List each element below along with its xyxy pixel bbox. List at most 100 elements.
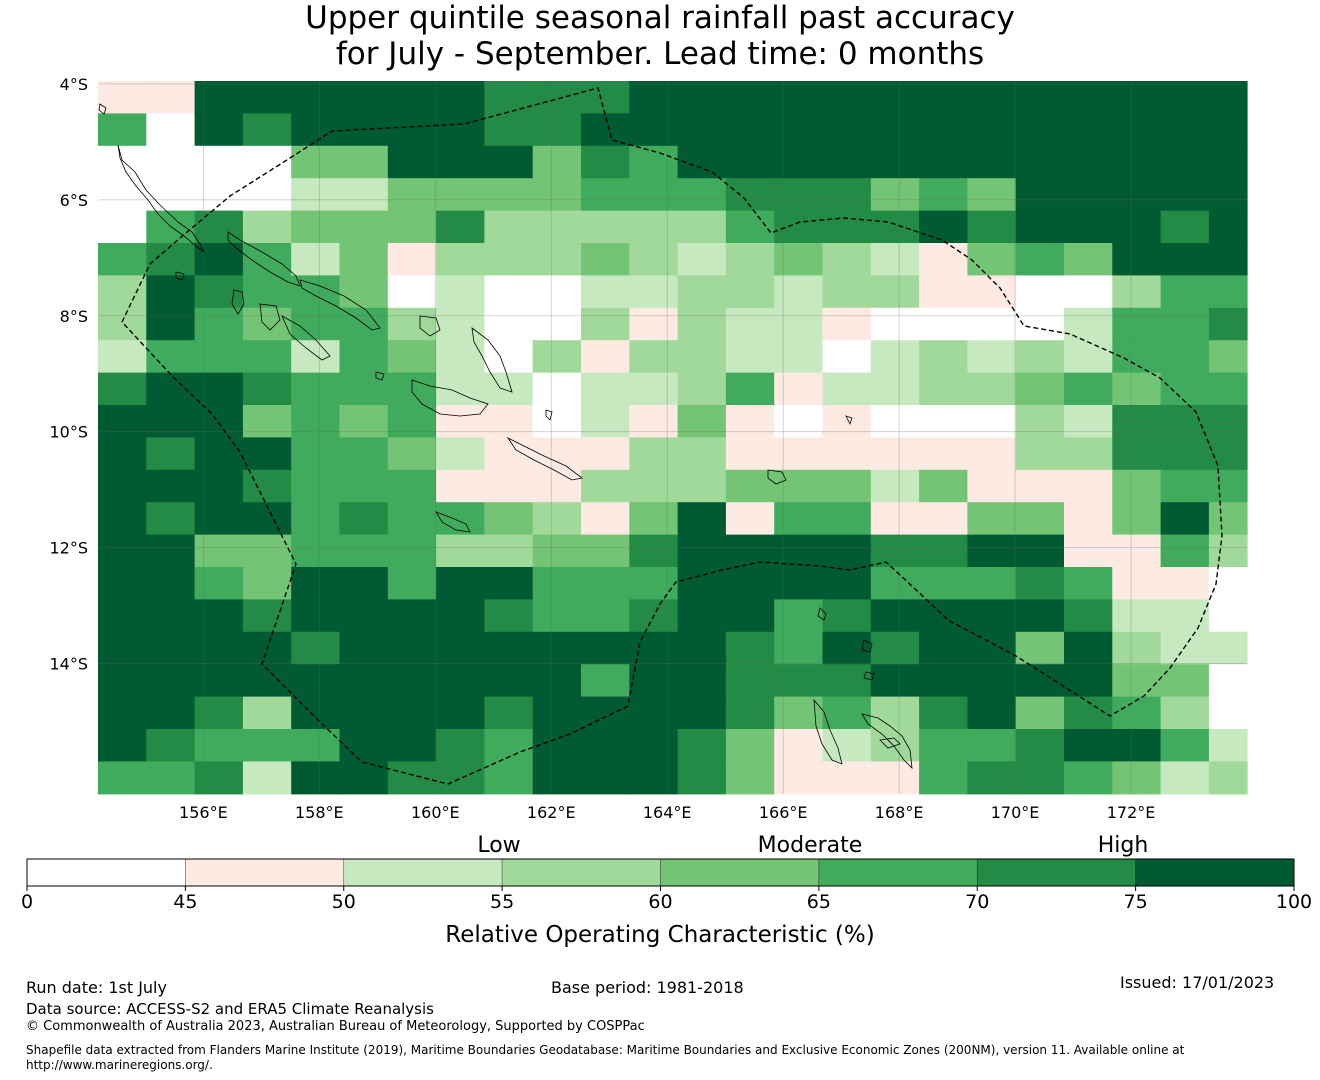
grid-cell: [532, 664, 582, 698]
grid-cell: [532, 81, 582, 114]
grid-cell: [822, 307, 872, 341]
grid-cell: [98, 113, 147, 147]
grid-cell: [98, 696, 147, 730]
grid-cell: [242, 696, 292, 730]
grid-cell: [436, 113, 485, 147]
grid-cell: [194, 243, 244, 276]
grid-cell: [532, 307, 582, 341]
grid-cell: [677, 631, 727, 665]
shapefile-credit: Shapefile data extracted from Flanders M…: [26, 1043, 1185, 1072]
grid-cell: [484, 113, 534, 147]
grid-cell: [339, 437, 389, 471]
grid-cell: [919, 696, 968, 730]
grid-cell: [339, 696, 389, 730]
grid-cell: [1015, 469, 1065, 503]
grid-cell: [436, 761, 485, 795]
colorbar-tick-label: 55: [490, 891, 514, 913]
grid-cell: [291, 405, 341, 438]
grid-cell: [967, 437, 1017, 471]
grid-cell: [339, 502, 389, 536]
grid-cell: [532, 469, 582, 503]
grid-cell: [387, 631, 437, 665]
grid-cell: [387, 761, 437, 795]
grid-cell: [532, 534, 582, 568]
island-outline: [863, 671, 875, 681]
grid-cell: [532, 340, 582, 374]
island-outline: [375, 371, 385, 381]
grid-cell: [1160, 502, 1210, 536]
grid-cell: [870, 502, 920, 536]
grid-cell: [1160, 372, 1210, 406]
island-outline: [861, 639, 873, 653]
grid-cell: [774, 210, 824, 244]
grid-cell: [339, 599, 389, 633]
grid-cell: [436, 437, 485, 471]
grid-cell: [1015, 178, 1065, 212]
grid-cell: [774, 729, 824, 762]
grid-cell: [725, 696, 775, 730]
grid-cell: [146, 469, 196, 503]
grid-cell: [919, 567, 968, 600]
grid-cell: [919, 340, 968, 374]
grid-cell: [822, 534, 872, 568]
grid-cell: [1208, 502, 1248, 536]
grid-cell: [146, 145, 196, 179]
grid-cell: [1015, 113, 1065, 147]
grid-cell: [919, 145, 968, 179]
grid-cell: [1208, 178, 1248, 212]
grid-cell: [291, 502, 341, 536]
grid-cell: [339, 372, 389, 406]
grid-cell: [146, 243, 196, 276]
grid-cell: [725, 502, 775, 536]
grid-cell: [1112, 599, 1162, 633]
grid-cell: [1064, 178, 1113, 212]
grid-cell: [194, 372, 244, 406]
grid-cell: [1208, 210, 1248, 244]
grid-cell: [822, 729, 872, 762]
grid-cell: [1208, 372, 1248, 406]
grid-cell: [484, 307, 534, 341]
grid-cell: [291, 113, 341, 147]
grid-cell: [387, 178, 437, 212]
colorbar-segment: [343, 858, 503, 887]
grid-cell: [822, 696, 872, 730]
grid-cell: [1208, 275, 1248, 309]
grid-cell: [1015, 243, 1065, 276]
grid-cell: [725, 210, 775, 244]
grid-cell: [98, 761, 147, 795]
colorbar-tick-label: 70: [965, 891, 989, 913]
latitude-label: 4°S: [60, 75, 88, 94]
grid-cell: [919, 437, 968, 471]
grid-cell: [1064, 502, 1113, 536]
grid-cell: [774, 340, 824, 374]
grid-cell: [677, 210, 727, 244]
grid-cell: [1015, 761, 1065, 795]
grid-cell: [677, 275, 727, 309]
grid-cell: [967, 81, 1017, 114]
grid-cell: [774, 145, 824, 179]
grid-cell: [1064, 437, 1113, 471]
grid-cell: [242, 113, 292, 147]
grid-cell: [629, 243, 679, 276]
grid-cell: [725, 307, 775, 341]
grid-cell: [484, 631, 534, 665]
grid-cell: [870, 178, 920, 212]
grid-cell: [1112, 275, 1162, 309]
grid-cell: [1112, 113, 1162, 147]
grid-cell: [774, 307, 824, 341]
grid-cell: [1112, 145, 1162, 179]
grid-cell: [967, 599, 1017, 633]
grid-cell: [870, 761, 920, 795]
grid-cell: [870, 210, 920, 244]
grid-cell: [387, 502, 437, 536]
grid-cell: [146, 729, 196, 762]
grid-cell: [1064, 372, 1113, 406]
grid-cell: [387, 729, 437, 762]
grid-cell: [1015, 145, 1065, 179]
grid-cell: [1160, 210, 1210, 244]
grid-cell: [194, 210, 244, 244]
grid-cell: [774, 405, 824, 438]
grid-cell: [822, 631, 872, 665]
grid-cell: [1160, 761, 1210, 795]
grid-cell: [919, 534, 968, 568]
